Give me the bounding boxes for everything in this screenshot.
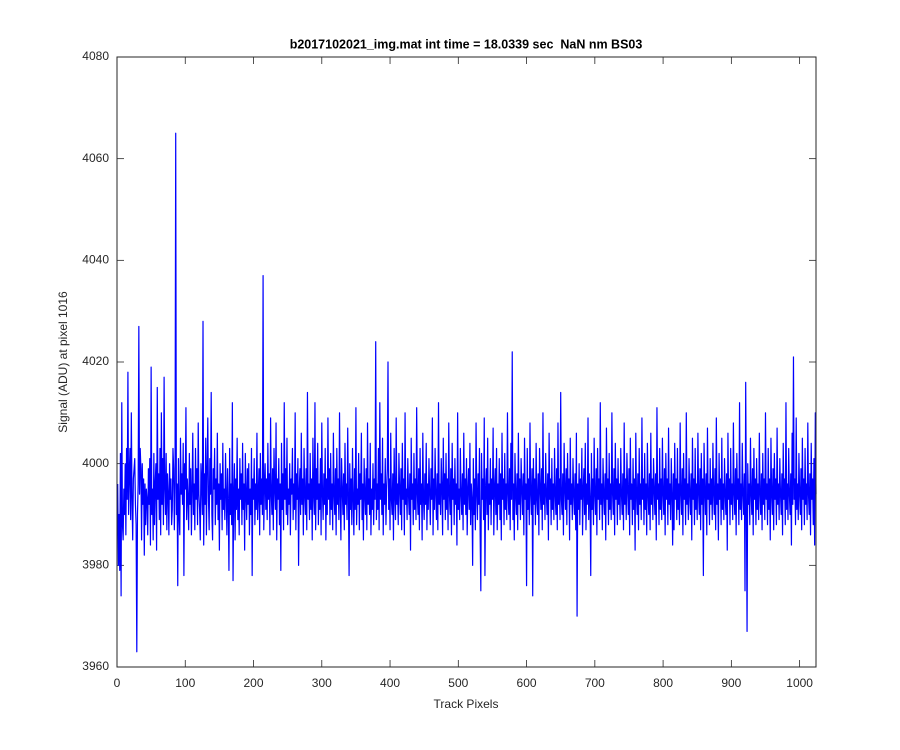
axes-box [116, 56, 817, 668]
y-tick-label: 4020 [82, 354, 109, 368]
x-tick-label: 700 [585, 676, 605, 690]
x-tick-label: 500 [448, 676, 468, 690]
y-axis-label: Signal (ADU) at pixel 1016 [56, 291, 70, 433]
y-tick-label: 4000 [82, 456, 109, 470]
x-tick-label: 600 [517, 676, 537, 690]
x-tick-label: 300 [312, 676, 332, 690]
plot-area: 3960 3980 4000 4020 4040 4060 4080 0 100 200 300 40… [82, 49, 817, 690]
x-tick-label: 0 [114, 676, 121, 690]
x-tick-label: 1000 [786, 676, 813, 690]
x-tick-label: 800 [653, 676, 673, 690]
x-tick-label: 100 [175, 676, 195, 690]
x-tick-label: 900 [721, 676, 741, 690]
y-tick-label: 3960 [82, 659, 109, 673]
y-tick-label: 4060 [82, 151, 109, 165]
x-tick-label: 200 [244, 676, 264, 690]
x-axis-label: Track Pixels [434, 697, 499, 711]
x-tick-label: 400 [380, 676, 400, 690]
y-tick-label: 4040 [82, 253, 109, 267]
data-line [117, 132, 817, 653]
y-tick-label: 4080 [82, 49, 109, 63]
y-tick-label: 3980 [82, 558, 109, 572]
chart-title: b2017102021_img.mat int time = 18.0339 s… [290, 37, 643, 51]
